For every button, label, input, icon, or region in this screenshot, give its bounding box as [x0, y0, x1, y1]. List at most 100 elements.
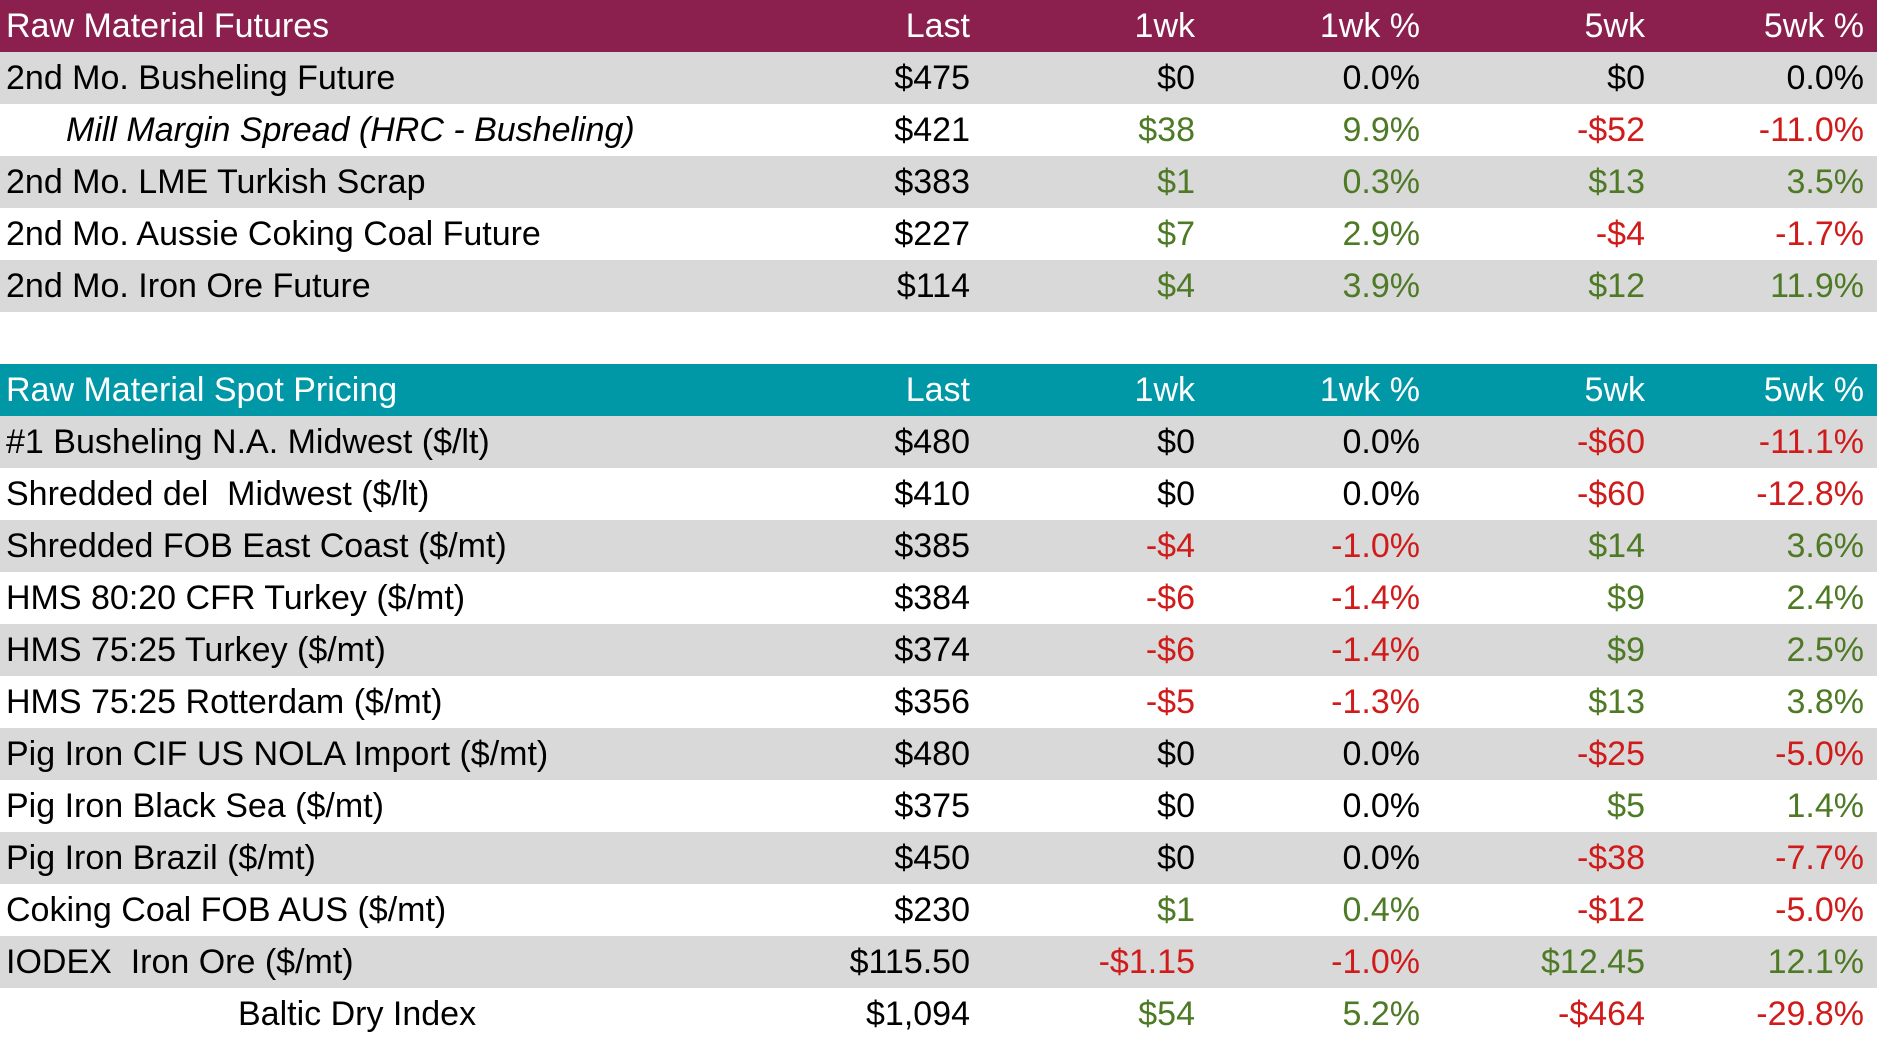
col-1wk-pct-header: 1wk % — [1319, 6, 1420, 45]
col-5wk-header: 5wk — [1584, 370, 1645, 409]
row-1wk: $38 — [1138, 110, 1195, 149]
row-name: 2nd Mo. LME Turkish Scrap — [6, 162, 426, 201]
table-row: Mill Margin Spread (HRC - Busheling) $42… — [0, 104, 1877, 156]
row-last: $114 — [896, 266, 970, 305]
col-5wk-header: 5wk — [1584, 6, 1645, 45]
row-1wk-pct: -1.4% — [1331, 578, 1420, 617]
row-last: $115.50 — [849, 942, 970, 981]
section-spacer — [0, 312, 1877, 364]
row-5wk: -$464 — [1558, 994, 1645, 1033]
table-row: HMS 75:25 Rotterdam ($/mt) $356 -$5 -1.3… — [0, 676, 1877, 728]
row-1wk-pct: 5.2% — [1342, 994, 1421, 1033]
row-1wk: $0 — [1157, 58, 1195, 97]
table-row: 2nd Mo. LME Turkish Scrap $383 $1 0.3% $… — [0, 156, 1877, 208]
row-last: $384 — [894, 578, 970, 617]
col-last-header: Last — [905, 6, 970, 45]
row-1wk: $54 — [1138, 994, 1195, 1033]
row-1wk: $1 — [1157, 162, 1195, 201]
row-1wk: -$5 — [1145, 682, 1195, 721]
row-5wk-pct: -12.8% — [1756, 474, 1864, 513]
row-1wk-pct: 0.0% — [1342, 734, 1421, 773]
row-5wk-pct: -11.0% — [1758, 110, 1864, 149]
row-5wk-pct: 11.9% — [1770, 266, 1864, 305]
row-1wk-pct: -1.4% — [1331, 630, 1420, 669]
row-1wk-pct: -1.0% — [1331, 526, 1420, 565]
row-name: 2nd Mo. Aussie Coking Coal Future — [6, 214, 541, 253]
row-name: Baltic Dry Index — [238, 994, 477, 1033]
table-row: Baltic Dry Index $1,094 $54 5.2% -$464 -… — [0, 988, 1877, 1040]
col-5wk-pct-header: 5wk % — [1763, 370, 1864, 409]
row-1wk: -$6 — [1145, 578, 1195, 617]
table-row: Pig Iron CIF US NOLA Import ($/mt) $480 … — [0, 728, 1877, 780]
row-name: 2nd Mo. Busheling Future — [6, 58, 396, 97]
row-5wk: -$38 — [1576, 838, 1645, 877]
spot-header-row: Raw Material Spot Pricing Last 1wk 1wk %… — [0, 364, 1877, 416]
row-1wk-pct: 0.0% — [1342, 422, 1421, 461]
table-row: Shredded FOB East Coast ($/mt) $385 -$4 … — [0, 520, 1877, 572]
row-name: IODEX Iron Ore ($/mt) — [6, 942, 354, 981]
table-row: Shredded del Midwest ($/lt) $410 $0 0.0%… — [0, 468, 1877, 520]
col-last-header: Last — [905, 370, 970, 409]
futures-title: Raw Material Futures — [6, 6, 330, 45]
row-name: Shredded FOB East Coast ($/mt) — [6, 526, 507, 565]
futures-header-row: Raw Material Futures Last 1wk 1wk % 5wk … — [0, 0, 1877, 52]
table-row: Coking Coal FOB AUS ($/mt) $230 $1 0.4% … — [0, 884, 1877, 936]
row-5wk: -$25 — [1576, 734, 1645, 773]
row-1wk-pct: 0.3% — [1342, 162, 1421, 201]
row-last: $1,094 — [866, 994, 970, 1033]
row-last: $227 — [894, 214, 970, 253]
table-row: HMS 80:20 CFR Turkey ($/mt) $384 -$6 -1.… — [0, 572, 1877, 624]
row-5wk-pct: 3.6% — [1786, 526, 1865, 565]
row-last: $356 — [894, 682, 970, 721]
row-1wk: $4 — [1157, 266, 1195, 305]
row-5wk: -$60 — [1576, 474, 1645, 513]
row-1wk: $0 — [1157, 474, 1195, 513]
row-1wk: $0 — [1157, 734, 1195, 773]
row-5wk: $13 — [1588, 682, 1645, 721]
row-5wk-pct: -7.7% — [1775, 838, 1864, 877]
row-5wk: $12.45 — [1541, 942, 1645, 981]
row-1wk: $7 — [1157, 214, 1195, 253]
row-name: HMS 75:25 Rotterdam ($/mt) — [6, 682, 443, 721]
row-5wk: $13 — [1588, 162, 1645, 201]
row-1wk: $1 — [1157, 890, 1195, 929]
row-last: $383 — [894, 162, 970, 201]
table-row: 2nd Mo. Busheling Future $475 $0 0.0% $0… — [0, 52, 1877, 104]
row-last: $475 — [894, 58, 970, 97]
row-name: 2nd Mo. Iron Ore Future — [6, 266, 371, 305]
row-5wk-pct: 2.5% — [1786, 630, 1865, 669]
row-name: Shredded del Midwest ($/lt) — [6, 474, 430, 513]
row-5wk-pct: -5.0% — [1775, 890, 1864, 929]
row-1wk-pct: 0.4% — [1342, 890, 1421, 929]
row-5wk-pct: 1.4% — [1786, 786, 1865, 825]
row-1wk-pct: 0.0% — [1342, 474, 1421, 513]
row-1wk: -$1.15 — [1098, 942, 1195, 981]
row-5wk-pct: 0.0% — [1786, 58, 1865, 97]
row-last: $450 — [894, 838, 970, 877]
row-1wk-pct: -1.3% — [1331, 682, 1420, 721]
row-5wk: -$12 — [1576, 890, 1645, 929]
row-1wk-pct: 0.0% — [1342, 838, 1421, 877]
row-1wk: -$4 — [1145, 526, 1195, 565]
row-5wk: $9 — [1607, 578, 1645, 617]
col-1wk-pct-header: 1wk % — [1319, 370, 1420, 409]
row-name: Mill Margin Spread (HRC - Busheling) — [66, 110, 635, 149]
row-5wk-pct: 3.8% — [1786, 682, 1865, 721]
row-name: Pig Iron Black Sea ($/mt) — [6, 786, 384, 825]
row-name: Pig Iron CIF US NOLA Import ($/mt) — [6, 734, 549, 773]
row-5wk-pct: -11.1% — [1758, 422, 1864, 461]
table-row: 2nd Mo. Aussie Coking Coal Future $227 $… — [0, 208, 1877, 260]
row-5wk-pct: -5.0% — [1775, 734, 1864, 773]
row-5wk: $5 — [1607, 786, 1645, 825]
row-5wk: -$4 — [1595, 214, 1645, 253]
table-row: 2nd Mo. Iron Ore Future $114 $4 3.9% $12… — [0, 260, 1877, 312]
row-1wk-pct: -1.0% — [1331, 942, 1420, 981]
row-1wk-pct: 3.9% — [1342, 266, 1421, 305]
row-last: $421 — [894, 110, 970, 149]
row-5wk-pct: 2.4% — [1786, 578, 1865, 617]
row-5wk-pct: -1.7% — [1775, 214, 1864, 253]
row-5wk: $9 — [1607, 630, 1645, 669]
row-name: #1 Busheling N.A. Midwest ($/lt) — [6, 422, 490, 461]
col-5wk-pct-header: 5wk % — [1763, 6, 1864, 45]
